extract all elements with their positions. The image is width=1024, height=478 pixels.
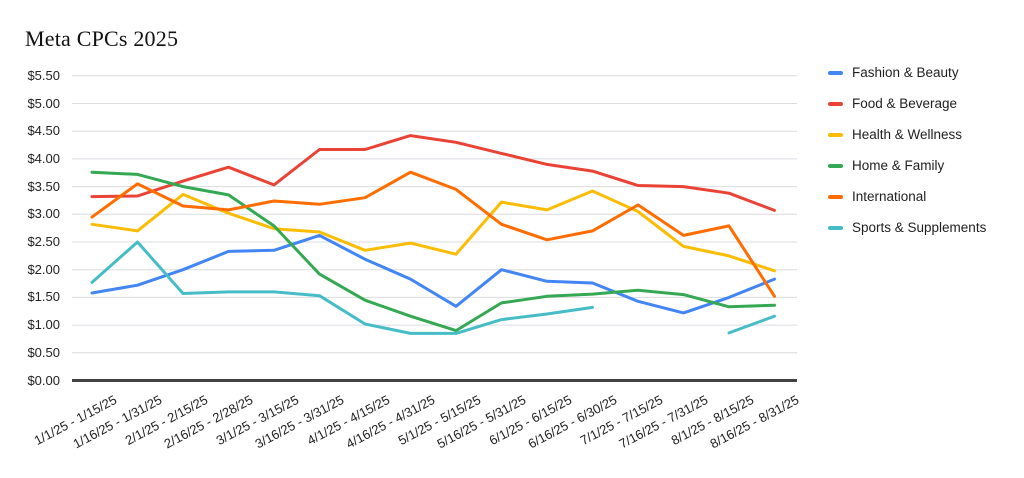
series-line-sports-supplements[interactable]	[727, 314, 776, 335]
legend-label: Food & Beverage	[852, 96, 958, 111]
y-tick-label: $1.00	[27, 317, 60, 333]
series-line-food-beverage[interactable]	[90, 134, 776, 212]
y-tick-label: $5.50	[27, 67, 60, 83]
legend-swatch-icon	[828, 163, 843, 168]
series-line-sports-supplements[interactable]	[90, 240, 594, 335]
legend-label: Home & Family	[852, 158, 945, 173]
y-tick-label: $0.00	[27, 372, 60, 388]
y-tick-label: $5.00	[27, 95, 60, 111]
legend-item-fashion-beauty[interactable]: Fashion & Beauty	[828, 64, 986, 81]
legend-label: Sports & Supplements	[852, 220, 987, 235]
legend-item-international[interactable]: International	[828, 188, 986, 205]
legend-swatch-icon	[828, 194, 843, 199]
series-line-health-wellness[interactable]	[90, 189, 776, 273]
legend-label: International	[852, 189, 927, 204]
legend-item-health-wellness[interactable]: Health & Wellness	[828, 126, 986, 143]
legend-label: Health & Wellness	[852, 127, 963, 142]
series-line-international[interactable]	[90, 170, 776, 298]
legend: Fashion & Beauty Food & Beverage Health & …	[828, 64, 986, 250]
legend-swatch-icon	[828, 225, 843, 230]
y-tick-label: $3.00	[27, 206, 60, 222]
legend-swatch-icon	[828, 101, 843, 106]
chart-title: Meta CPCs 2025	[25, 26, 179, 51]
y-tick-label: $0.50	[27, 344, 60, 360]
y-tick-label: $4.00	[27, 150, 60, 166]
legend-item-sports-supplements[interactable]: Sports & Supplements	[828, 219, 986, 236]
series-line-fashion-beauty[interactable]	[90, 233, 776, 315]
legend-label: Fashion & Beauty	[852, 65, 959, 80]
y-tick-label: $1.50	[27, 289, 60, 305]
y-tick-label: $2.00	[27, 261, 60, 277]
series-line-home-family[interactable]	[90, 170, 776, 333]
legend-item-home-family[interactable]: Home & Family	[828, 157, 986, 174]
y-tick-label: $2.50	[27, 234, 60, 249]
y-tick-label: $3.50	[27, 178, 60, 194]
legend-swatch-icon	[828, 70, 843, 75]
legend-item-food-beverage[interactable]: Food & Beverage	[828, 95, 986, 112]
legend-swatch-icon	[828, 132, 843, 137]
y-tick-label: $4.50	[27, 123, 60, 139]
